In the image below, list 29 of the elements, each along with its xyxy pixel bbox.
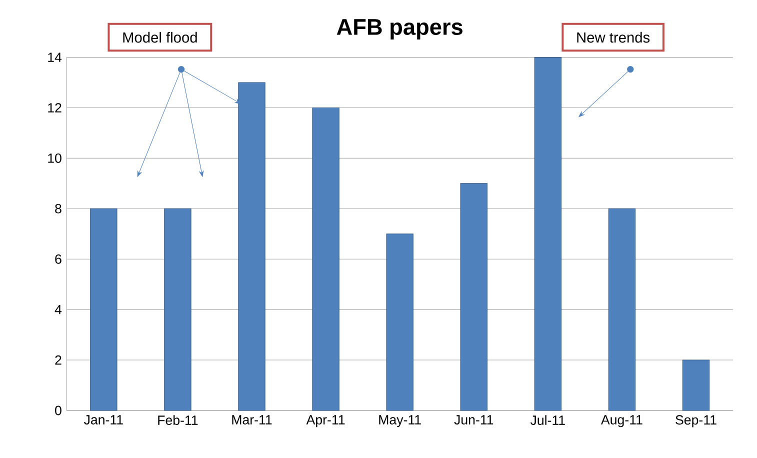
y-tick-label: 8 (55, 204, 62, 214)
text: New trends (577, 32, 650, 42)
text: Model flood (123, 32, 197, 42)
x-tick-label: May-11 (379, 414, 421, 427)
x-tick-label: Jan-11 (84, 414, 123, 424)
x-tick-label: Apr-11 (306, 414, 345, 427)
bar (682, 360, 710, 411)
y-tick-label: 14 (48, 52, 62, 62)
y-tick-label: 12 (48, 102, 62, 112)
bar (386, 233, 414, 411)
y-tick-label: 10 (48, 153, 62, 163)
bar (90, 208, 118, 411)
bar (534, 56, 562, 411)
y-tick-label: 0 (55, 406, 62, 415)
y-tick-label: 4 (54, 304, 62, 314)
bar (164, 208, 192, 411)
x-tick-label: Jul-11 (530, 414, 565, 425)
x-tick-label: Mar-11 (232, 414, 272, 424)
y-tick-label: 6 (55, 254, 62, 264)
y-tick-label: 2 (55, 355, 62, 364)
chart-title: AFB papers (336, 18, 462, 40)
bar (312, 107, 340, 411)
x-tick-label: Feb-11 (158, 414, 198, 425)
x-tick-label: Aug-11 (600, 414, 642, 427)
bar (460, 182, 488, 411)
x-tick-label: Sep-11 (676, 414, 716, 428)
bar (608, 208, 636, 411)
bar (238, 82, 266, 411)
x-tick-label: Jun-11 (454, 414, 494, 424)
